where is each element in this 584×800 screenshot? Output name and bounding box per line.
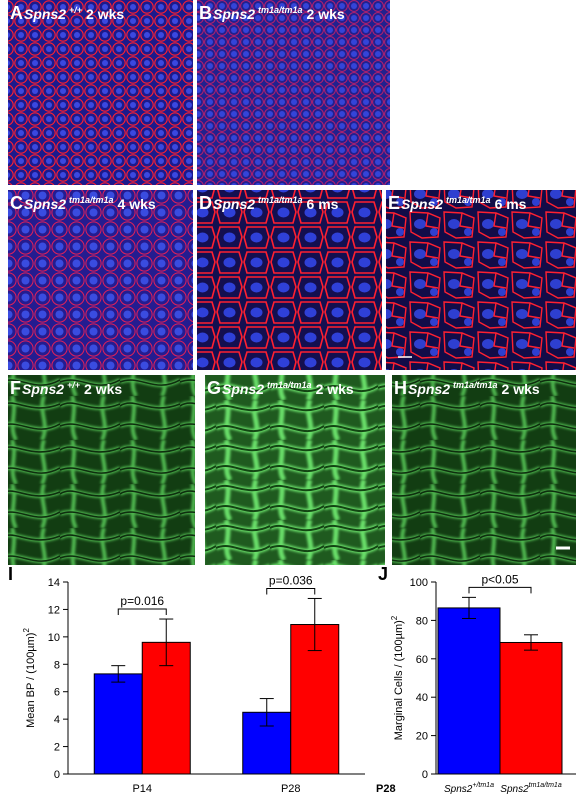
micrograph <box>386 190 576 370</box>
y-tick-label: 2 <box>54 742 60 754</box>
panel-letter: H <box>394 378 407 398</box>
panel-letter: B <box>199 3 212 23</box>
allele: tm1a/tm1a <box>258 195 303 205</box>
y-tick-label: 60 <box>416 654 428 666</box>
gene-name: Spns2 <box>408 381 450 397</box>
y-tick-label: 10 <box>48 632 60 644</box>
panel-title: GSpns2 tm1a/tm1a 2 wks <box>207 378 354 398</box>
panel-letter: J <box>378 564 388 584</box>
age: 2 wks <box>86 6 124 22</box>
allele: tm1a/tm1a <box>453 380 498 390</box>
y-tick-label: 40 <box>416 692 428 704</box>
bar <box>93 673 143 775</box>
panel-title: BSpns2 tm1a/tm1a 2 wks <box>199 3 345 23</box>
x-tick-label: Spns2tm1a/tm1a <box>500 782 562 795</box>
age: 2 wks <box>316 381 354 397</box>
y-tick-label: 6 <box>54 687 60 699</box>
significance-bracket <box>266 587 316 595</box>
y-tick-label: 4 <box>54 714 60 726</box>
allele: tm1a/tm1a <box>258 5 303 15</box>
gene-name: Spns2 <box>24 6 66 22</box>
micrograph <box>197 0 390 185</box>
allele: +/+ <box>67 380 81 390</box>
y-tick-label: 80 <box>416 615 428 627</box>
x-tick-label: P14 <box>132 783 152 795</box>
gene-name: Spns2 <box>222 381 264 397</box>
panel-title: DSpns2 tm1a/tm1a 6 ms <box>199 193 339 213</box>
age: 4 wks <box>118 196 156 212</box>
significance-bracket <box>117 608 167 616</box>
age: 6 ms <box>495 196 527 212</box>
y-axis-label: Mean BP / (100µm)2 <box>22 628 37 728</box>
gene-name: Spns2 <box>22 381 64 397</box>
panel-letter: G <box>207 378 221 398</box>
error-bar <box>307 597 322 652</box>
micrograph <box>8 375 195 565</box>
y-axis-label-text: Mean BP / (100µm) <box>25 633 37 728</box>
bar <box>499 641 563 775</box>
allele: +/tm1a <box>472 782 494 789</box>
panel-title: CSpns2 tm1a/tm1a 4 wks <box>10 193 156 213</box>
gene-name: Spns2 <box>444 784 473 795</box>
panel-title: ASpns2 +/+ 2 wks <box>10 3 124 23</box>
panel-title: ESpns2 tm1a/tm1a 6 ms <box>388 193 527 213</box>
micrograph <box>197 190 382 370</box>
micrograph <box>392 375 576 565</box>
panel-title: HSpns2 tm1a/tm1a 2 wks <box>394 378 540 398</box>
gene-name: Spns2 <box>213 196 255 212</box>
panel-letter: I <box>8 564 13 584</box>
bar <box>437 607 501 775</box>
panel-letter: A <box>10 3 23 23</box>
age: 2 wks <box>84 381 122 397</box>
y-tick-label: 0 <box>54 769 60 781</box>
micrograph <box>8 190 193 370</box>
panel-title: FSpns2 +/+ 2 wks <box>10 378 122 398</box>
p-value: p<0.05 <box>481 572 518 586</box>
y-axis-label-sup: 2 <box>390 615 399 620</box>
panel-letter: D <box>199 193 212 213</box>
panel-letter: E <box>388 193 400 213</box>
age: 6 ms <box>307 196 339 212</box>
allele: tm1a/tm1a <box>69 195 114 205</box>
y-axis-label-text: Marginal Cells / (100µm) <box>393 620 405 740</box>
p-value: p=0.016 <box>120 594 164 608</box>
y-axis-label: Marginal Cells / (100µm)2 <box>390 615 405 740</box>
panel-letter: F <box>10 378 21 398</box>
x-axis-label: P28 <box>376 783 396 795</box>
error-bar <box>159 618 174 667</box>
error-bar <box>259 698 274 727</box>
allele: +/+ <box>69 5 83 15</box>
y-axis-label-sup: 2 <box>22 628 31 633</box>
x-tick-label: Spns2+/tm1a <box>444 782 494 795</box>
allele: tm1a/tm1a <box>446 195 491 205</box>
error-bar <box>524 634 538 651</box>
gene-name: Spns2 <box>500 784 529 795</box>
micrograph <box>205 375 385 565</box>
gene-name: Spns2 <box>213 6 255 22</box>
y-tick-label: 0 <box>422 769 428 781</box>
gene-name: Spns2 <box>401 196 443 212</box>
significance-bracket <box>468 586 532 594</box>
error-bar <box>462 596 476 619</box>
allele: tm1a/tm1a <box>267 380 312 390</box>
gene-name: Spns2 <box>24 196 66 212</box>
age: 2 wks <box>502 381 540 397</box>
p-value: p=0.036 <box>269 573 313 587</box>
y-tick-label: 8 <box>54 659 60 671</box>
y-tick-label: 14 <box>48 577 60 589</box>
age: 2 wks <box>307 6 345 22</box>
y-tick-label: 12 <box>48 604 60 616</box>
panel-letter: C <box>10 193 23 213</box>
micrograph <box>8 0 193 185</box>
allele: tm1a/tm1a <box>529 782 562 789</box>
x-tick-label: P28 <box>281 783 301 795</box>
error-bar <box>111 665 126 683</box>
y-tick-label: 100 <box>410 577 428 589</box>
y-tick-label: 20 <box>416 731 428 743</box>
